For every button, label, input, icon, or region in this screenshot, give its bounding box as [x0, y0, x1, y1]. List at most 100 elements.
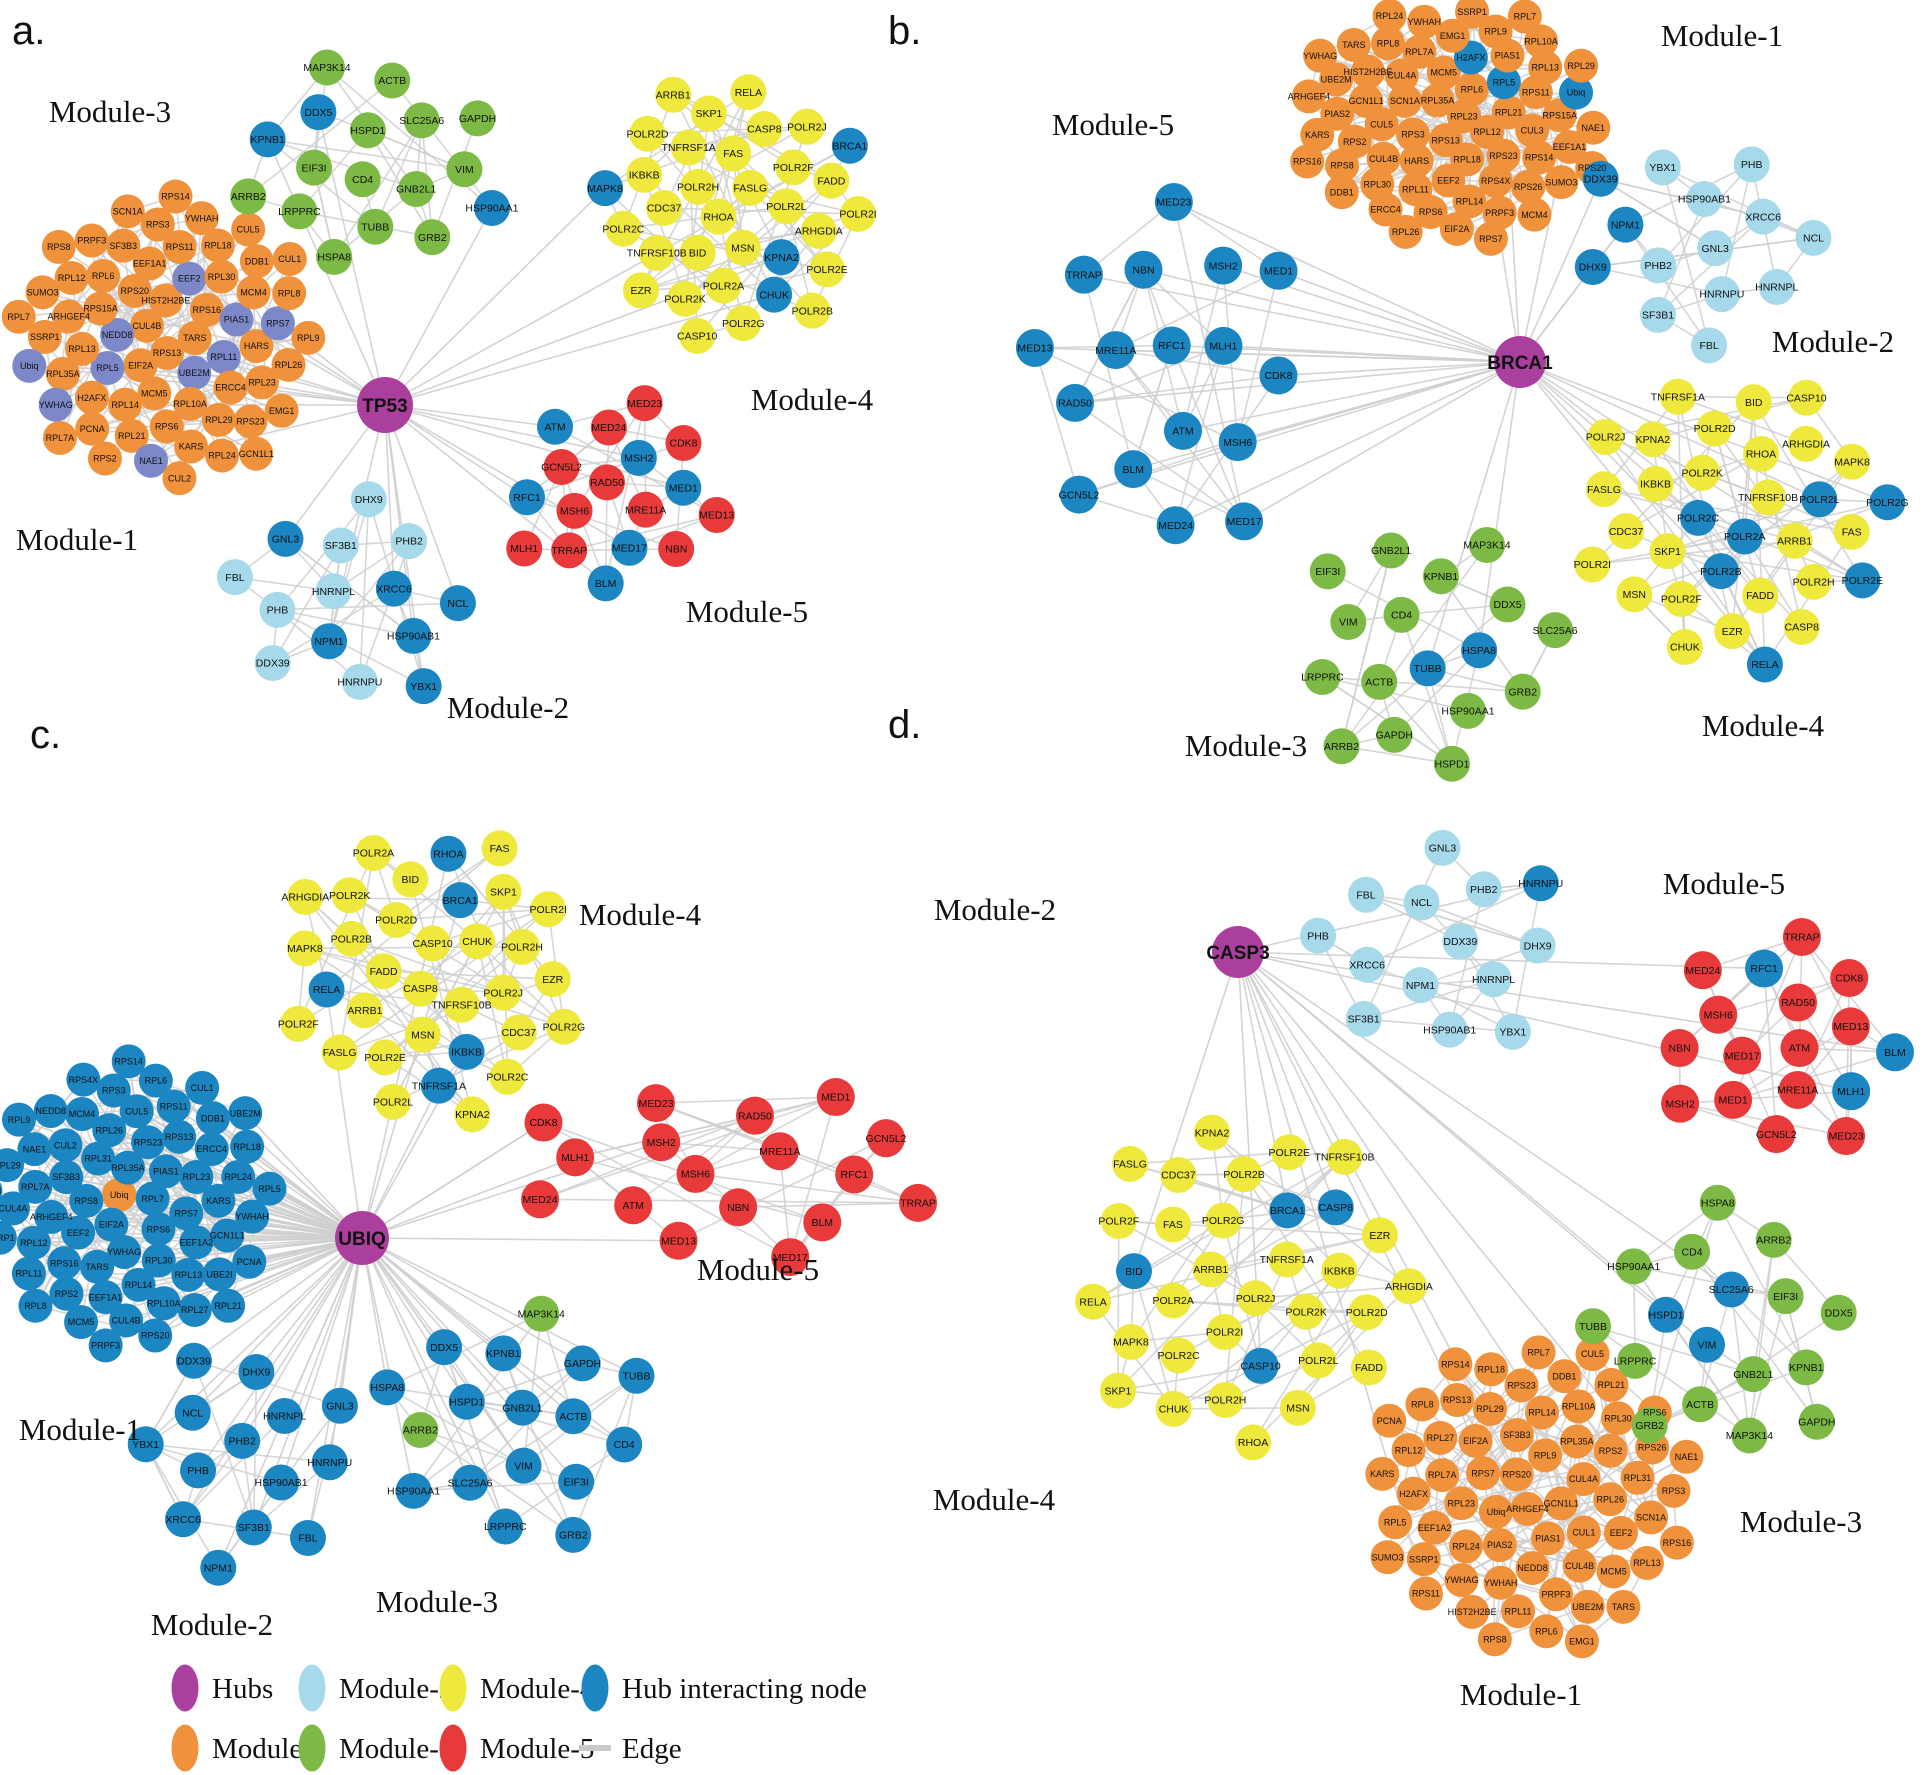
node-PHB[interactable] — [1300, 917, 1337, 954]
hub-BRCA1[interactable] — [1494, 336, 1546, 388]
node-CUL5[interactable] — [231, 212, 266, 247]
node-YWHAG[interactable] — [38, 387, 73, 422]
node-ARHGDIA[interactable] — [287, 878, 324, 915]
node-GAPDH[interactable] — [459, 100, 496, 137]
node-MRE11A[interactable] — [1778, 1071, 1817, 1110]
node-RPL30[interactable] — [141, 1243, 176, 1278]
node-DDX5[interactable] — [1489, 586, 1526, 623]
node-EMG1[interactable] — [264, 393, 299, 428]
node-NCL[interactable] — [174, 1394, 211, 1431]
node-BID[interactable] — [1115, 1253, 1152, 1290]
node-MSH2[interactable] — [642, 1123, 681, 1162]
node-TNFRSF1A[interactable] — [1268, 1241, 1305, 1278]
node-RPL7A[interactable] — [1402, 34, 1437, 69]
node-CUL4B[interactable] — [1366, 141, 1401, 176]
node-RPL27[interactable] — [1423, 1420, 1458, 1455]
node-NBN[interactable] — [719, 1188, 758, 1227]
node-PCNA[interactable] — [232, 1244, 267, 1279]
node-SKP1[interactable] — [1099, 1372, 1136, 1409]
node-GAPDH[interactable] — [1798, 1403, 1835, 1440]
node-FBL[interactable] — [216, 559, 253, 596]
node-SKP1[interactable] — [690, 95, 727, 132]
node-HNRNPL[interactable] — [1758, 268, 1795, 305]
node-DDX5[interactable] — [426, 1329, 463, 1366]
node-RPL8[interactable] — [1405, 1387, 1440, 1422]
node-FADD[interactable] — [813, 162, 850, 199]
node-POLR2G[interactable] — [545, 1008, 582, 1045]
node-RHOA[interactable] — [1235, 1424, 1272, 1461]
node-SF3B1[interactable] — [235, 1509, 272, 1546]
node-RPL31[interactable] — [1620, 1460, 1655, 1495]
node-VIM[interactable] — [446, 151, 483, 188]
node-GRB2[interactable] — [414, 219, 451, 256]
node-RPS23[interactable] — [131, 1125, 166, 1160]
node-MRE11A[interactable] — [760, 1132, 799, 1171]
node-CUL4A[interactable] — [1384, 58, 1419, 93]
node-UBE2M[interactable] — [1570, 1589, 1605, 1624]
node-PCNA[interactable] — [1372, 1403, 1407, 1438]
node-NCL[interactable] — [1403, 884, 1440, 921]
node-TUBB[interactable] — [357, 208, 394, 245]
node-MED13[interactable] — [698, 496, 735, 533]
node-PIAS1[interactable] — [1530, 1521, 1565, 1556]
node-YWHAH[interactable] — [1407, 4, 1442, 39]
node-RPS16[interactable] — [189, 292, 224, 327]
node-RPL14[interactable] — [1524, 1395, 1559, 1430]
node-POLR2E[interactable] — [1844, 562, 1881, 599]
node-RPL21[interactable] — [1491, 95, 1526, 130]
node-Ubiq[interactable] — [12, 348, 47, 383]
node-DHX9[interactable] — [1574, 248, 1611, 285]
node-MAPK8[interactable] — [286, 930, 323, 967]
node-TRRAP[interactable] — [1064, 255, 1103, 294]
node-RPL6[interactable] — [138, 1063, 173, 1098]
node-POLR2H[interactable] — [503, 928, 540, 965]
node-NCL[interactable] — [1795, 219, 1832, 256]
node-RPS6[interactable] — [1413, 195, 1448, 230]
node-MED17[interactable] — [611, 529, 648, 566]
node-MRE11A[interactable] — [1096, 331, 1135, 370]
node-CASP10[interactable] — [1242, 1347, 1279, 1384]
node-POLR2F[interactable] — [1100, 1202, 1137, 1239]
node-CDC37[interactable] — [1160, 1156, 1197, 1193]
node-PHB2[interactable] — [1465, 871, 1502, 908]
node-RPS23[interactable] — [233, 404, 268, 439]
node-NPM1[interactable] — [1607, 206, 1644, 243]
node-POLR2H[interactable] — [680, 168, 717, 205]
node-GCN1L1[interactable] — [210, 1218, 245, 1253]
node-POLR2I[interactable] — [1206, 1313, 1243, 1350]
node-ARRB1[interactable] — [346, 992, 383, 1029]
node-BLM[interactable] — [1876, 1033, 1915, 1072]
node-TRRAP[interactable] — [1782, 917, 1821, 956]
node-ARRB1[interactable] — [1776, 522, 1813, 559]
node-RELA[interactable] — [730, 74, 767, 111]
node-RPL10A[interactable] — [1561, 1389, 1596, 1424]
node-RPL7[interactable] — [135, 1181, 170, 1216]
node-RAD50[interactable] — [1055, 383, 1094, 422]
node-DHX9[interactable] — [1519, 927, 1556, 964]
node-UBE2M[interactable] — [1319, 62, 1354, 97]
node-RPL30[interactable] — [204, 259, 239, 294]
node-XRCC6[interactable] — [1349, 946, 1386, 983]
node-HNRNPU[interactable] — [341, 663, 378, 700]
node-MSH2[interactable] — [1204, 246, 1243, 285]
node-PRPF3[interactable] — [88, 1328, 123, 1363]
node-GCN5L2[interactable] — [866, 1119, 905, 1158]
node-RPL5[interactable] — [252, 1171, 287, 1206]
node-FBL[interactable] — [1691, 327, 1728, 364]
node-NBN[interactable] — [658, 531, 695, 568]
node-PIAS2[interactable] — [1320, 96, 1355, 131]
node-RPL7A[interactable] — [1425, 1458, 1460, 1493]
node-SUMO3[interactable] — [1544, 165, 1579, 200]
node-RPL18[interactable] — [230, 1129, 265, 1164]
node-CDK8[interactable] — [665, 425, 702, 462]
node-POLR2D[interactable] — [378, 901, 415, 938]
node-NAE1[interactable] — [1576, 110, 1611, 145]
node-CD4[interactable] — [1383, 596, 1420, 633]
node-CDK8[interactable] — [1259, 356, 1298, 395]
node-HSP90AA1[interactable] — [473, 189, 510, 226]
node-RHOA[interactable] — [430, 835, 467, 872]
node-RPS15A[interactable] — [83, 291, 118, 326]
node-SF3B1[interactable] — [1345, 1000, 1382, 1037]
node-RPL8[interactable] — [1371, 26, 1406, 61]
node-BID[interactable] — [1735, 384, 1772, 421]
